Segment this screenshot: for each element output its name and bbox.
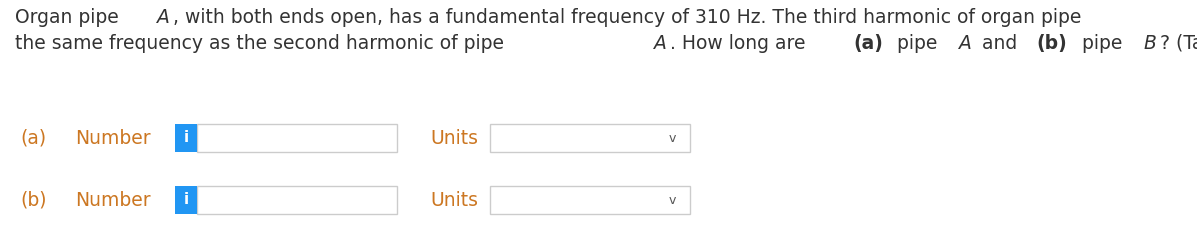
Text: B: B [1144, 34, 1156, 53]
Text: , with both ends open, has a fundamental frequency of 310 Hz. The third harmonic: , with both ends open, has a fundamental… [174, 8, 1088, 27]
Text: (a): (a) [853, 34, 882, 53]
Text: i: i [183, 192, 189, 208]
Text: Units: Units [430, 191, 478, 210]
Text: pipe: pipe [892, 34, 943, 53]
FancyBboxPatch shape [198, 186, 397, 214]
Text: v: v [668, 193, 675, 206]
Text: v: v [668, 132, 675, 145]
Text: Number: Number [75, 128, 151, 147]
Text: A: A [959, 34, 972, 53]
Text: and: and [976, 34, 1023, 53]
Text: the same frequency as the second harmonic of pipe: the same frequency as the second harmoni… [16, 34, 510, 53]
FancyBboxPatch shape [175, 124, 198, 152]
FancyBboxPatch shape [490, 124, 689, 152]
Text: (b): (b) [1037, 34, 1068, 53]
Text: (a): (a) [20, 128, 47, 147]
Text: Organ pipe: Organ pipe [16, 8, 124, 27]
Text: Units: Units [430, 128, 478, 147]
Text: i: i [183, 131, 189, 146]
Text: pipe: pipe [1076, 34, 1129, 53]
Text: ? (Take the speed of sound to be 343 m/s.): ? (Take the speed of sound to be 343 m/s… [1160, 34, 1197, 53]
FancyBboxPatch shape [175, 186, 198, 214]
FancyBboxPatch shape [490, 186, 689, 214]
Text: A: A [157, 8, 170, 27]
Text: . How long are: . How long are [670, 34, 812, 53]
FancyBboxPatch shape [198, 124, 397, 152]
Text: A: A [654, 34, 667, 53]
Text: Number: Number [75, 191, 151, 210]
Text: (b): (b) [20, 191, 47, 210]
